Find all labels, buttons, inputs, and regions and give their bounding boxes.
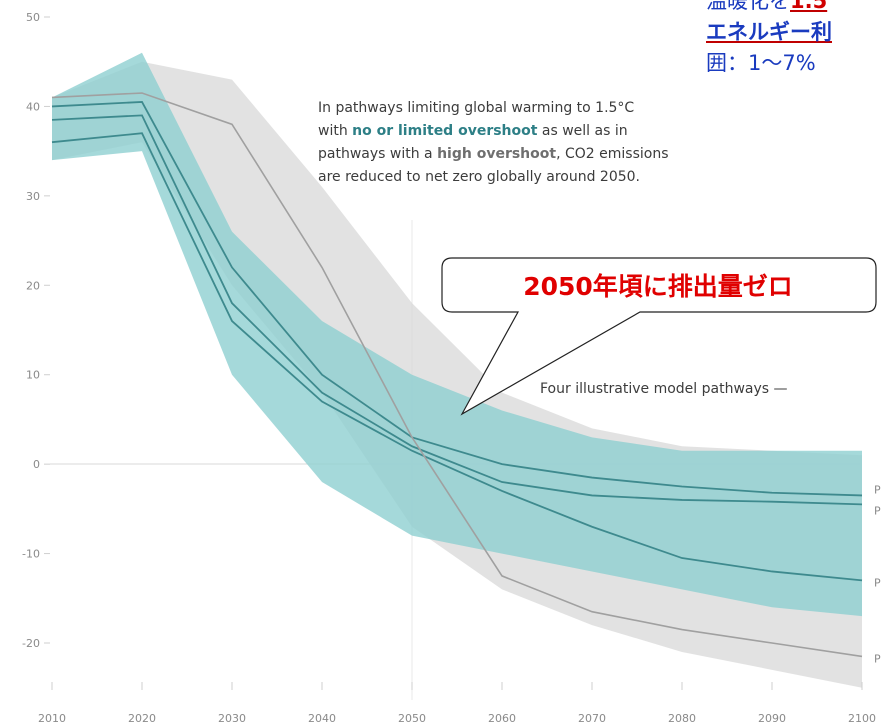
pathway-line-1 [51, 101, 863, 497]
x-tick-label: 2060 [488, 712, 516, 725]
end-label-4: P [874, 652, 881, 665]
x-tick-label: 2010 [38, 712, 66, 725]
highlight-no-overshoot: no or limited overshoot [352, 123, 538, 139]
x-tick-label: 2050 [398, 712, 426, 725]
x-tick-label: 2030 [218, 712, 246, 725]
y-tick-label: 30 [26, 190, 40, 203]
pathway-line-2 [51, 114, 863, 506]
range-band-1 [52, 52, 862, 617]
pathway-line-4 [51, 92, 863, 658]
japanese-note-box: 温暖化を1.5 エネルギー利 囲：1〜7% [690, 0, 883, 90]
callout: 2050年頃に排出量ゼロ [441, 257, 877, 416]
pathway-line-3 [51, 132, 863, 582]
x-tick-label: 2040 [308, 712, 336, 725]
x-tick-label: 2100 [848, 712, 876, 725]
y-axis-ticks: 50 40 30 20 10 0 -10 -20 [22, 11, 50, 650]
ja-line-1: 温暖化を1.5 [706, 0, 828, 13]
annotation-line-3: pathways with a high overshoot, CO2 emis… [318, 146, 668, 162]
y-tick-label: 40 [26, 100, 40, 113]
pathway-lines [51, 92, 863, 658]
x-tick-label: 2080 [668, 712, 696, 725]
y-tick-label: 50 [26, 11, 40, 24]
callout-bubble [441, 257, 877, 416]
pathway-bands [52, 52, 862, 688]
y-tick-label: -10 [22, 548, 40, 561]
highlight-high-overshoot: high overshoot [437, 146, 556, 162]
x-tick-label: 2070 [578, 712, 606, 725]
x-tick-label: 2090 [758, 712, 786, 725]
x-tick-label: 2020 [128, 712, 156, 725]
y-tick-label: 0 [33, 458, 40, 471]
callout-text: 2050年頃に排出量ゼロ [523, 272, 793, 301]
ja-line-3: 囲：1〜7% [706, 51, 816, 75]
annotation-line-4: are reduced to net zero globally around … [318, 169, 640, 185]
ja-line-2: エネルギー利 [706, 20, 832, 44]
four-pathways-label: Four illustrative model pathways — [540, 381, 788, 397]
y-tick-label: 10 [26, 369, 40, 382]
y-tick-label: -20 [22, 637, 40, 650]
end-label-1: P [874, 483, 881, 496]
annotation-line-2: with no or limited overshoot as well as … [318, 123, 628, 139]
y-tick-label: 20 [26, 279, 40, 292]
annotation-line-1: In pathways limiting global warming to 1… [318, 100, 634, 116]
end-label-2: P [874, 504, 881, 517]
end-label-3: P [874, 576, 881, 589]
x-axis-ticks: 2010 2020 2030 2040 2050 2060 2070 2080 2090 2100 [38, 682, 876, 725]
